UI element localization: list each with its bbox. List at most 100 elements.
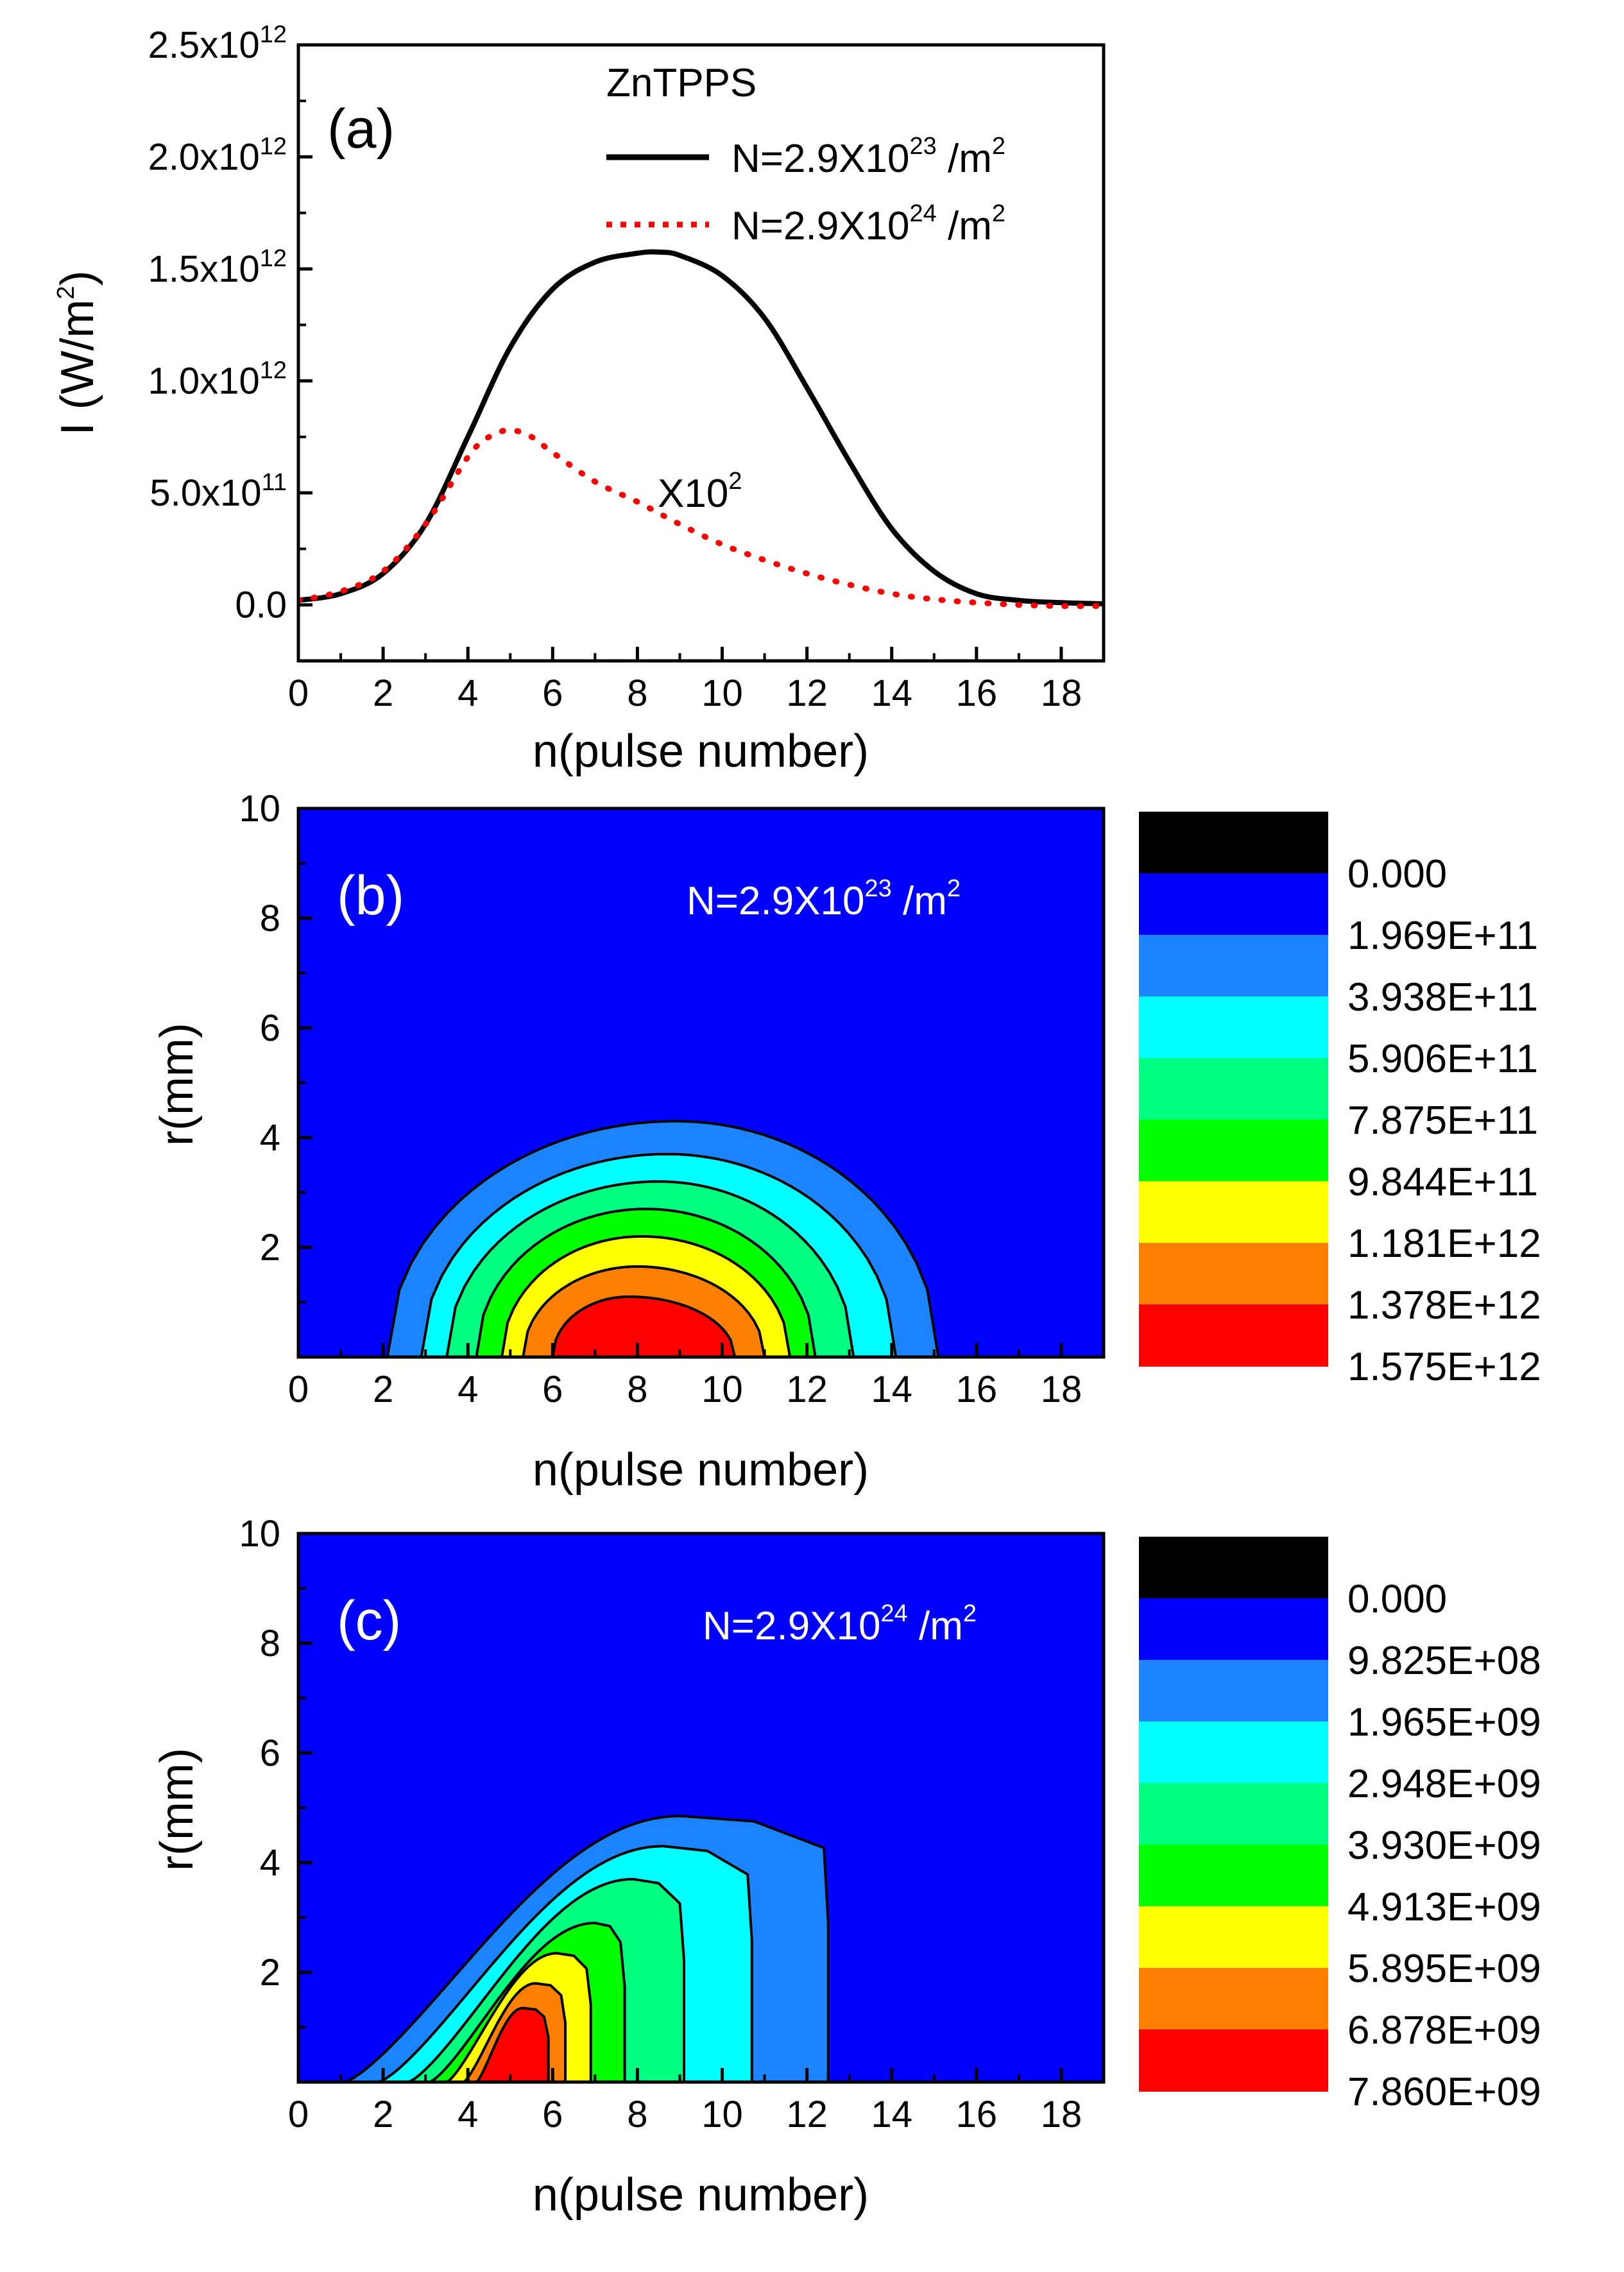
x-tick-label: 10 (701, 2094, 743, 2135)
colorbar-label-8: 6.878E+09 (1347, 2008, 1541, 2053)
y-tick-label: 4 (260, 1842, 280, 1884)
colorbar-label-5: 3.930E+09 (1347, 1824, 1541, 1868)
annotation-c: N=2.9X1024 /m2 (703, 1600, 977, 1648)
x-tick-label: 6 (542, 2094, 563, 2135)
y-tick-label: 10 (239, 788, 280, 830)
y-tick-label: 10 (239, 1513, 280, 1555)
colorbar-swatch-7 (1139, 1181, 1328, 1243)
x-tick-label: 18 (1041, 2094, 1082, 2135)
panel-c: 0 2 4 6 8 10 12 14 16 18 2 4 6 8 10 (c) N=2.9X1024 /m2… (151, 1513, 1541, 2221)
x-tick-label: 4 (457, 2094, 478, 2135)
x-tick-label: 14 (871, 2094, 912, 2135)
colorbar-swatch-6 (1139, 1845, 1328, 1907)
y-tick-label: 2 (260, 1952, 280, 1994)
x-tick-label: 0 (288, 672, 309, 714)
panel-b: 0 2 4 6 8 10 12 14 16 18 2 4 6 8 10 (b) N=2.9X1023 /m2… (151, 788, 1541, 1496)
x-tick-label: 6 (542, 1369, 563, 1410)
series-line-1 (298, 249, 1104, 606)
x-tick-label: 10 (701, 1369, 743, 1410)
y-tick-label: 2.0x1012 (148, 133, 287, 178)
panel-label-c: (c) (337, 1590, 401, 1652)
colorbar-swatch-5 (1139, 1058, 1328, 1120)
x-tick-label: 14 (871, 672, 912, 714)
colorbar-swatch-8 (1139, 1243, 1328, 1305)
colorbar-label-6: 9.844E+11 (1347, 1160, 1538, 1204)
y-tick-label: 2.5x1012 (148, 21, 287, 66)
legend-label-solid: N=2.9X1023 /m2 (731, 133, 1005, 181)
colorbar-swatch-3 (1139, 1660, 1328, 1722)
colorbar-label-3: 3.938E+11 (1347, 975, 1538, 1020)
x-tick-label: 18 (1041, 672, 1082, 714)
legend-solid: N=2.9X1023 /m2 (606, 133, 1005, 181)
y-tick-label: 2 (260, 1227, 280, 1268)
panel-label-b: (b) (337, 865, 404, 927)
colorbar-label-9: 7.860E+09 (1347, 2070, 1541, 2114)
legend-dotted: N=2.9X1024 /m2 (606, 200, 1005, 248)
y-tick-label: 5.0x1011 (150, 469, 287, 514)
colorbar-label-7: 5.895E+09 (1347, 1947, 1541, 1991)
colorbar-label-2: 1.969E+11 (1347, 914, 1538, 958)
x-tick-label: 2 (373, 672, 393, 714)
colorbar-label-2: 9.825E+08 (1347, 1639, 1541, 1683)
x-tick-label: 4 (457, 672, 478, 714)
colorbar-swatch-2 (1139, 873, 1328, 935)
x-tick-label: 8 (627, 672, 647, 714)
x-tick-label: 14 (871, 1369, 912, 1410)
x-tick-label: 12 (786, 2094, 828, 2135)
colorbar-swatch-9 (1139, 1304, 1328, 1367)
y-tick-label: 4 (260, 1117, 280, 1159)
colorbar-swatch-5 (1139, 1783, 1328, 1845)
x-tick-label: 12 (786, 672, 828, 714)
x-tick-label: 12 (786, 1369, 828, 1410)
x-tick-label: 2 (373, 1369, 393, 1410)
y-axis-title-a: I (W/m2) (52, 270, 103, 435)
x-tick-label: 18 (1041, 1369, 1082, 1410)
colorbar-swatch-2 (1139, 1598, 1328, 1661)
x-tick-label: 0 (288, 1369, 309, 1410)
x-axis-title-c: n(pulse number) (533, 2169, 869, 2221)
y-tick-label: 1.5x1012 (148, 245, 287, 290)
colorbar-label-9: 1.575E+12 (1347, 1345, 1541, 1389)
colorbar-label-4: 2.948E+09 (1347, 1762, 1541, 1806)
x-axis-title-b: n(pulse number) (533, 1444, 869, 1496)
colorbar-b: 0.000 1.969E+11 3.938E+11 5.906E+11 7.875E+1… (1139, 812, 1541, 1389)
x-tick-label: 4 (457, 1369, 478, 1410)
colorbar-label-1: 0.000 (1347, 852, 1447, 896)
colorbar-swatch-1 (1139, 812, 1328, 874)
y-tick-label: 8 (260, 1623, 280, 1664)
y-tick-label: 1.0x1012 (148, 357, 287, 402)
x-tick-label: 0 (288, 2094, 309, 2135)
x-tick-label: 8 (627, 2094, 647, 2135)
colorbar-swatch-7 (1139, 1906, 1328, 1969)
legend-title: ZnTPPS (606, 61, 756, 105)
axes-frame-a (296, 43, 1106, 663)
y-tick-label: 6 (260, 1732, 280, 1774)
colorbar-c: 0.000 9.825E+08 1.965E+09 2.948E+09 3.930E+0… (1139, 1537, 1541, 2114)
x-tick-label: 8 (627, 1369, 647, 1410)
panel-label-a: (a) (327, 98, 395, 160)
legend-label-dotted: N=2.9X1024 /m2 (731, 200, 1005, 248)
colorbar-label-3: 1.965E+09 (1347, 1700, 1541, 1745)
x-tick-label: 6 (542, 672, 563, 714)
x-tick-label: 16 (956, 1369, 998, 1410)
y-axis-title-c: r(mm) (151, 1748, 203, 1871)
colorbar-swatch-4 (1139, 996, 1328, 1059)
x-tick-label: 2 (373, 2094, 393, 2135)
colorbar-swatch-4 (1139, 1721, 1328, 1784)
colorbar-label-8: 1.378E+12 (1347, 1283, 1541, 1328)
colorbar-swatch-8 (1139, 1968, 1328, 2030)
y-tick-label: 8 (260, 898, 280, 939)
series-line-2 (298, 427, 1104, 610)
x-axis-title-a: n(pulse number) (533, 726, 869, 777)
colorbar-label-6: 4.913E+09 (1347, 1885, 1541, 1929)
colorbar-swatch-9 (1139, 2029, 1328, 2092)
colorbar-label-5: 7.875E+11 (1347, 1098, 1538, 1143)
scale-annotation: X102 (658, 468, 742, 516)
colorbar-swatch-1 (1139, 1537, 1328, 1599)
panel-a: 0 2 4 6 8 10 12 14 16 18 0.0 5.0x1011 1.0x1012 1.5x10… (52, 21, 1106, 777)
x-tick-label: 10 (701, 672, 743, 714)
plot-area-a (298, 45, 1104, 661)
colorbar-swatch-6 (1139, 1120, 1328, 1182)
contour-region-7 (551, 1295, 737, 1358)
